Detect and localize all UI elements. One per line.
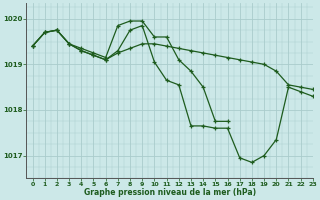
- X-axis label: Graphe pression niveau de la mer (hPa): Graphe pression niveau de la mer (hPa): [84, 188, 256, 197]
